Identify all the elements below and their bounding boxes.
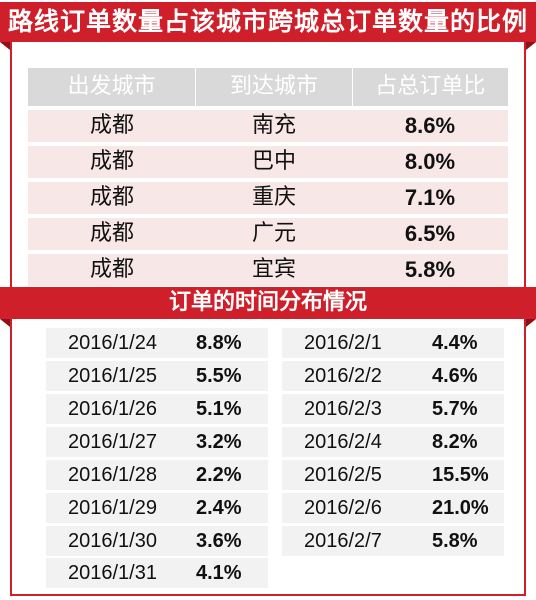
destination-cell: 宜宾	[251, 257, 296, 282]
date-label: 2016/2/4	[304, 431, 382, 453]
page-title: 路线订单数量占该城市跨城总订单数量的比例	[0, 2, 536, 42]
table-row: 成都 巴中 8.0%	[28, 146, 508, 178]
table-row: 成都 广元 6.5%	[28, 218, 508, 250]
route-share-table: 出发城市 到达城市 占总订单比 成都 南充 8.6% 成都 巴中 8.0% 成都…	[28, 68, 508, 286]
date-label: 2016/2/3	[304, 398, 382, 420]
table-row: 成都 宜宾 5.8%	[28, 254, 508, 286]
list-item: 2016/2/1 4.4%	[282, 328, 504, 358]
header-destination-city: 到达城市	[196, 68, 353, 106]
destination-cell: 重庆	[251, 185, 296, 210]
share-value: 8.8%	[196, 332, 242, 354]
share-value: 21.0%	[432, 497, 489, 519]
share-value: 2.2%	[196, 464, 242, 486]
share-value: 5.8%	[432, 530, 478, 552]
list-item: 2016/1/25 5.5%	[46, 361, 268, 391]
table-row: 成都 重庆 7.1%	[28, 182, 508, 214]
list-item: 2016/1/27 3.2%	[46, 427, 268, 457]
date-label: 2016/2/5	[304, 464, 382, 486]
list-item: 2016/1/31 4.1%	[46, 558, 268, 588]
share-value: 5.1%	[196, 398, 242, 420]
origin-cell: 成都	[89, 221, 134, 246]
destination-cell: 广元	[251, 221, 296, 246]
list-item: 2016/2/4 8.2%	[282, 427, 504, 457]
share-cell: 7.1%	[404, 185, 456, 210]
date-label: 2016/1/28	[68, 464, 157, 486]
date-label: 2016/2/7	[304, 530, 382, 552]
share-value: 3.6%	[196, 530, 242, 552]
list-item: 2016/1/24 8.8%	[46, 328, 268, 358]
date-label: 2016/1/31	[68, 562, 157, 584]
share-value: 15.5%	[432, 464, 489, 486]
time-section-title: 订单的时间分布情况	[0, 287, 536, 319]
date-label: 2016/2/1	[304, 332, 382, 354]
banner-fold-left	[0, 319, 10, 327]
destination-cell: 巴中	[251, 149, 296, 174]
share-value: 2.4%	[196, 497, 242, 519]
list-item: 2016/1/30 3.6%	[46, 526, 268, 556]
origin-cell: 成都	[89, 257, 134, 282]
date-label: 2016/1/25	[68, 365, 157, 387]
header-order-share: 占总订单比	[375, 74, 486, 99]
date-label: 2016/1/29	[68, 497, 157, 519]
list-item: 2016/2/2 4.6%	[282, 361, 504, 391]
list-item: 2016/2/6 21.0%	[282, 493, 504, 523]
share-cell: 5.8%	[404, 257, 456, 282]
list-item: 2016/2/5 15.5%	[282, 460, 504, 490]
date-label: 2016/1/30	[68, 530, 157, 552]
date-label: 2016/1/26	[68, 398, 157, 420]
list-item: 2016/1/29 2.4%	[46, 493, 268, 523]
origin-cell: 成都	[89, 113, 134, 138]
origin-cell: 成都	[89, 185, 134, 210]
list-item: 2016/2/7 5.8%	[282, 526, 504, 556]
share-value: 4.6%	[432, 365, 478, 387]
share-value: 8.2%	[432, 431, 478, 453]
date-label: 2016/2/6	[304, 497, 382, 519]
origin-cell: 成都	[89, 149, 134, 174]
share-value: 5.5%	[196, 365, 242, 387]
header-origin-city: 出发城市	[28, 68, 197, 106]
share-cell: 8.0%	[404, 149, 456, 174]
list-item: 2016/2/3 5.7%	[282, 394, 504, 424]
share-value: 4.4%	[432, 332, 478, 354]
share-cell: 8.6%	[404, 113, 456, 138]
route-table-header: 出发城市 到达城市 占总订单比	[28, 68, 508, 106]
list-item: 2016/1/28 2.2%	[46, 460, 268, 490]
share-value: 3.2%	[196, 431, 242, 453]
destination-cell: 南充	[251, 113, 296, 138]
table-row: 成都 南充 8.6%	[28, 110, 508, 142]
date-label: 2016/2/2	[304, 365, 382, 387]
banner-fold-left	[0, 42, 10, 50]
banner-fold-right	[526, 42, 536, 50]
banner-fold-right	[526, 319, 536, 327]
share-cell: 6.5%	[404, 221, 456, 246]
date-label: 2016/1/24	[68, 332, 157, 354]
date-label: 2016/1/27	[68, 431, 157, 453]
list-item: 2016/1/26 5.1%	[46, 394, 268, 424]
share-value: 4.1%	[196, 562, 242, 584]
share-value: 5.7%	[432, 398, 478, 420]
